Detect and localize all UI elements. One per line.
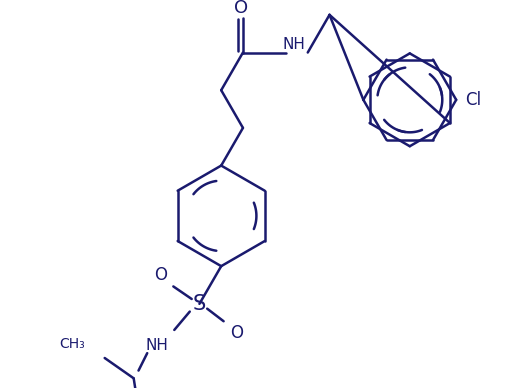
Text: NH: NH bbox=[146, 338, 168, 353]
Text: O: O bbox=[230, 324, 243, 342]
Text: O: O bbox=[154, 266, 167, 284]
Text: Cl: Cl bbox=[465, 91, 482, 109]
Text: O: O bbox=[234, 0, 248, 17]
Text: CH₃: CH₃ bbox=[60, 338, 85, 352]
Text: S: S bbox=[193, 294, 206, 314]
Text: NH: NH bbox=[283, 37, 306, 52]
